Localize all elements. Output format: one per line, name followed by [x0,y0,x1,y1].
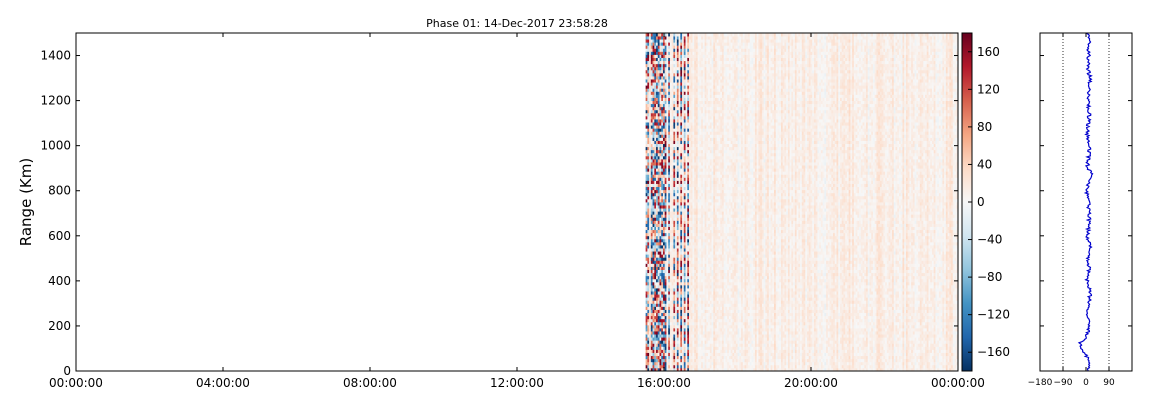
heatmap-panel: Phase 01: 14-Dec-2017 23:58:28 Range (Km… [17,17,985,390]
y-axis-label: Range (Km) [17,158,35,246]
heatmap-cells [646,33,959,371]
chart-title: Phase 01: 14-Dec-2017 23:58:28 [426,17,608,30]
